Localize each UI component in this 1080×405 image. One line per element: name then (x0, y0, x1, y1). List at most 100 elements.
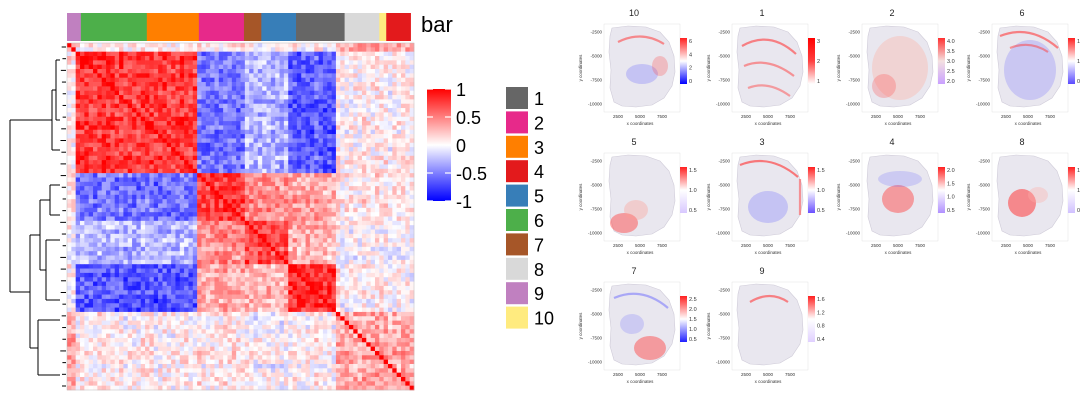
cluster-annotation-bar (67, 13, 411, 41)
x-tick-label: 2500 (1001, 243, 1012, 248)
legend-swatch-3 (506, 135, 528, 158)
annotation-segment-5 (261, 13, 297, 41)
x-tick-label: 2500 (613, 372, 624, 377)
legend-label: 1 (534, 89, 544, 109)
spatial-plot-cluster-4: 4 -2500 -5000 -7500 -10000 2500 5000 7500 x coor… (828, 137, 956, 263)
x-tick-label: 2500 (613, 243, 624, 248)
scale-tick-label: 2.0 (947, 79, 955, 85)
x-tick-label: 2500 (613, 114, 624, 119)
scale-tick-label: 1.0 (947, 195, 955, 201)
scale-tick-label: 1.5 (1077, 39, 1080, 45)
x-tick-label: 5000 (763, 114, 774, 119)
spatial-plot-title: 10 (628, 8, 639, 18)
y-tick-label: -2500 (718, 288, 730, 293)
spatial-plot-title: 6 (1019, 8, 1025, 18)
y-tick-label: -7500 (718, 78, 730, 83)
y-tick-label: -7500 (718, 336, 730, 341)
annotation-bar-label: bar (421, 12, 453, 37)
scale-tick-label: 3.5 (947, 49, 955, 55)
legend-swatch-1 (506, 87, 528, 109)
scale-tick-label: 0.5 (689, 208, 697, 214)
x-tick-label: 2500 (741, 372, 752, 377)
y-tick-label: -5000 (848, 183, 860, 188)
x-tick-label: 7500 (785, 243, 796, 248)
y-tick-label: -5000 (590, 54, 602, 59)
y-tick-label: -10000 (846, 231, 861, 236)
scale-tick-label: 0.4 (817, 337, 825, 343)
x-tick-label: 7500 (1045, 243, 1056, 248)
x-tick-label: 2500 (1001, 114, 1012, 119)
x-tick-label: 5000 (893, 243, 904, 248)
scale-tick-label: 2 (689, 66, 692, 72)
x-tick-label: 7500 (785, 372, 796, 377)
x-tick-label: 5000 (763, 243, 774, 248)
tissue-section (608, 154, 676, 237)
scale-tick-label: 6 (689, 39, 692, 45)
y-tick-label: -5000 (978, 54, 990, 59)
spatial-plot-title: 9 (759, 266, 765, 276)
x-tick-label: 5000 (1023, 243, 1034, 248)
y-tick-label: -5000 (718, 312, 730, 317)
spatial-plot-cluster-9: 9 -2500 -5000 -7500 -10000 2500 5000 7500 x coor… (698, 266, 826, 392)
scale-tick-label: 0.5 (817, 208, 825, 214)
expression-color-scale (1068, 38, 1075, 84)
x-axis-label: x coordinates (885, 121, 913, 126)
x-axis-label: x coordinates (1015, 121, 1043, 126)
annotation-segment-8 (344, 13, 380, 41)
scale-tick-label: 1.0 (689, 327, 697, 333)
y-tick-label: -2500 (590, 288, 602, 293)
spatial-plot-title: 3 (759, 137, 765, 147)
x-tick-label: 5000 (635, 114, 646, 119)
tissue-section (608, 283, 676, 366)
scale-tick-label: 0.5 (1077, 208, 1080, 214)
spatial-plot-title: 7 (631, 266, 637, 276)
scale-tick-label: 1.5 (947, 181, 955, 187)
expression-color-scale (1068, 167, 1075, 213)
scale-tick-label: 1.5 (689, 168, 697, 174)
spatial-plots-panel: 10 -2500 -5000 -7500 -10000 2500 5000 7500 x coo… (560, 0, 1080, 400)
spatial-plot-cluster-2: 2 -2500 -5000 -7500 -10000 2500 5000 7500 x coor… (828, 8, 956, 134)
y-tick-label: -7500 (978, 207, 990, 212)
tissue-section (736, 154, 804, 237)
annotation-segment-7 (243, 13, 262, 41)
x-tick-label: 5000 (635, 372, 646, 377)
y-tick-label: -5000 (978, 183, 990, 188)
scale-tick-label: 1.6 (817, 297, 825, 303)
correlation-matrix (66, 42, 415, 391)
y-axis-label: y coordinates (836, 183, 841, 211)
y-tick-label: -5000 (718, 54, 730, 59)
legend-label: 2 (534, 113, 544, 133)
y-tick-label: -10000 (716, 231, 731, 236)
x-tick-label: 5000 (893, 114, 904, 119)
legend-swatch-10 (506, 306, 528, 329)
scale-tick-label: 4.0 (947, 39, 955, 45)
tissue-section (866, 154, 934, 237)
y-axis-label: y coordinates (578, 183, 583, 211)
y-tick-label: -10000 (716, 102, 731, 107)
x-tick-label: 7500 (657, 114, 668, 119)
spatial-plot-title: 5 (631, 137, 637, 147)
spatial-plot-cluster-8: 8 -2500 -5000 -7500 -10000 2500 5000 7500 x coor… (958, 137, 1080, 263)
scale-tick-label: 2 (817, 59, 820, 65)
x-axis-label: x coordinates (755, 121, 783, 126)
scale-tick-label: 4 (689, 52, 692, 58)
y-axis-label: y coordinates (836, 54, 841, 82)
y-tick-label: -7500 (848, 207, 860, 212)
y-tick-label: -7500 (848, 78, 860, 83)
y-tick-label: -5000 (718, 183, 730, 188)
expression-color-scale (938, 167, 945, 213)
scale-tick-label: 0.5 (689, 337, 697, 343)
y-tick-label: -2500 (590, 159, 602, 164)
y-tick-label: -10000 (976, 231, 991, 236)
tissue-section (866, 25, 934, 108)
legend-swatch-4 (506, 160, 528, 183)
spatial-plot-cluster-1: 1 -2500 -5000 -7500 -10000 2500 5000 7500 x coor… (698, 8, 826, 134)
y-tick-label: -2500 (978, 30, 990, 35)
y-axis-label: y coordinates (578, 312, 583, 340)
x-tick-label: 2500 (871, 243, 882, 248)
